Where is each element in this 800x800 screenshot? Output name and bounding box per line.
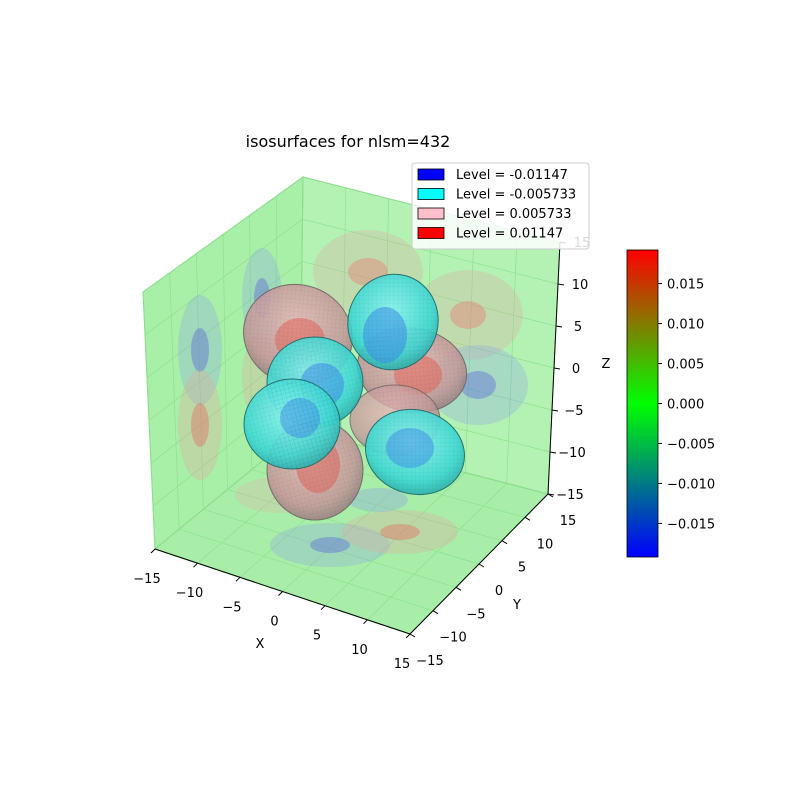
colorbar-tick-label-6: 0.015 [667, 278, 704, 293]
x-tick-5 [363, 619, 368, 625]
y-tick-3 [478, 563, 485, 568]
colorbar: −0.015 −0.010 −0.005 0.000 0.005 0.010 0.015 [626, 249, 715, 558]
y-axis: −15 −10−5 05 10 15 [409, 493, 577, 669]
colorbar-tick-label-3: 0.000 [667, 398, 704, 413]
back-pane-contours [313, 230, 528, 425]
colorbar-tick-label-5: 0.010 [667, 318, 704, 333]
z-tick-label-5: 10 [572, 278, 589, 293]
x-tick-2 [235, 576, 241, 582]
y-tick-0 [409, 633, 416, 638]
y-tick-label-4: 5 [518, 561, 526, 576]
mesh-7 [357, 327, 467, 413]
x-tick-1 [193, 562, 198, 568]
legend-swatch-1 [417, 188, 445, 200]
y-tick-2 [455, 586, 462, 591]
legend: Level = -0.01147 Level = -0.005733 Level =… [411, 162, 590, 250]
contour-blue-1 [178, 295, 222, 405]
y-tick-4 [501, 540, 508, 545]
surface-mesh [243, 274, 467, 520]
x-tick-label-4: 5 [313, 629, 321, 644]
contour-blue-4c [460, 371, 496, 399]
colorbar-strip [626, 249, 659, 558]
x-axis-label: X [256, 637, 265, 652]
grid-z-left-5 [144, 218, 303, 336]
x-axis: −15 −10 −5 0 5 10 15 [133, 548, 411, 672]
isosurfaces [243, 273, 468, 521]
mesh-4 [365, 409, 465, 495]
grid-z-left-6 [142, 176, 304, 293]
z-tick-label-1: −10 [558, 446, 585, 461]
legend-label-3: Level = 0.01147 [456, 227, 563, 242]
z-tick-1 [549, 451, 557, 454]
legend-label-2: Level = 0.005733 [456, 207, 572, 222]
colorbar-ticks: −0.015 −0.010 −0.005 0.000 0.005 0.010 0.015 [658, 278, 715, 532]
contour-red-5c [380, 524, 420, 540]
y-tick-label-2: −5 [466, 607, 485, 622]
legend-label-1: Level = -0.005733 [456, 188, 576, 203]
legend-label-0: Level = -0.01147 [456, 168, 568, 183]
mesh-6 [267, 420, 363, 520]
contour-red-1c [191, 403, 209, 447]
y-tick-label-5: 10 [537, 537, 554, 552]
contour-blue-5 [270, 523, 390, 567]
contour-red-5 [342, 510, 458, 554]
legend-swatch-3 [417, 227, 445, 239]
x-tick-label-0: −15 [133, 572, 160, 587]
x-tick-0 [150, 548, 156, 554]
colorbar-tick-label-2: −0.005 [667, 437, 715, 452]
contour-blue-1c [191, 328, 209, 372]
grid-y-floor-3 [227, 489, 480, 565]
y-tick-1 [432, 610, 439, 615]
x-tick-4 [320, 605, 326, 611]
y-axis-label: Y [512, 598, 521, 613]
legend-frame [411, 162, 590, 250]
z-tick-3 [553, 367, 561, 370]
x-tick-6 [405, 633, 411, 639]
mesh-5 [243, 284, 353, 386]
colorbar-tick-label-0: −0.015 [667, 517, 715, 532]
z-tick-label-3: 0 [572, 362, 580, 377]
legend-swatch-0 [417, 168, 445, 181]
colorbar-tick-label-4: 0.005 [667, 358, 704, 373]
z-axis-label: Z [602, 357, 611, 372]
x-tick-3 [278, 591, 283, 596]
z-tick-label-4: 5 [574, 320, 582, 335]
grid-y-floor-1 [179, 528, 434, 611]
contour-blue-6 [348, 488, 408, 512]
z-tick-2 [551, 409, 559, 412]
legend-items: Level = -0.01147 Level = -0.005733 Level =… [417, 168, 576, 242]
chart-title: isosurfaces for nlsm=432 [246, 132, 451, 151]
x-tick-label-1: −10 [176, 586, 203, 601]
x-tick-label-5: 10 [351, 643, 368, 658]
legend-swatch-2 [417, 207, 445, 220]
contour-red-4c [450, 301, 486, 329]
z-tick-label-0: −15 [556, 488, 583, 503]
y-tick-label-3: 0 [495, 584, 503, 599]
grid-z-back-5 [302, 218, 559, 285]
z-tick-4 [555, 325, 563, 328]
y-tick-label-6: 15 [560, 514, 577, 529]
x-tick-label-3: 0 [270, 615, 278, 630]
z-tick-label-2: −5 [564, 404, 583, 419]
grid-z-left-4 [146, 261, 303, 378]
y-tick-5 [524, 516, 531, 521]
y-tick-label-0: −15 [416, 654, 443, 669]
x-tick-label-6: 15 [394, 657, 411, 672]
contour-red-1 [178, 370, 222, 480]
y-tick-label-1: −10 [439, 631, 466, 646]
x-tick-label-2: −5 [222, 600, 241, 615]
grid-y-floor-2 [203, 508, 457, 588]
z-tick-5 [557, 283, 565, 286]
colorbar-tick-label-1: −0.010 [667, 477, 715, 492]
z-tick-0 [547, 493, 555, 496]
contour-blue-5c [310, 537, 350, 553]
